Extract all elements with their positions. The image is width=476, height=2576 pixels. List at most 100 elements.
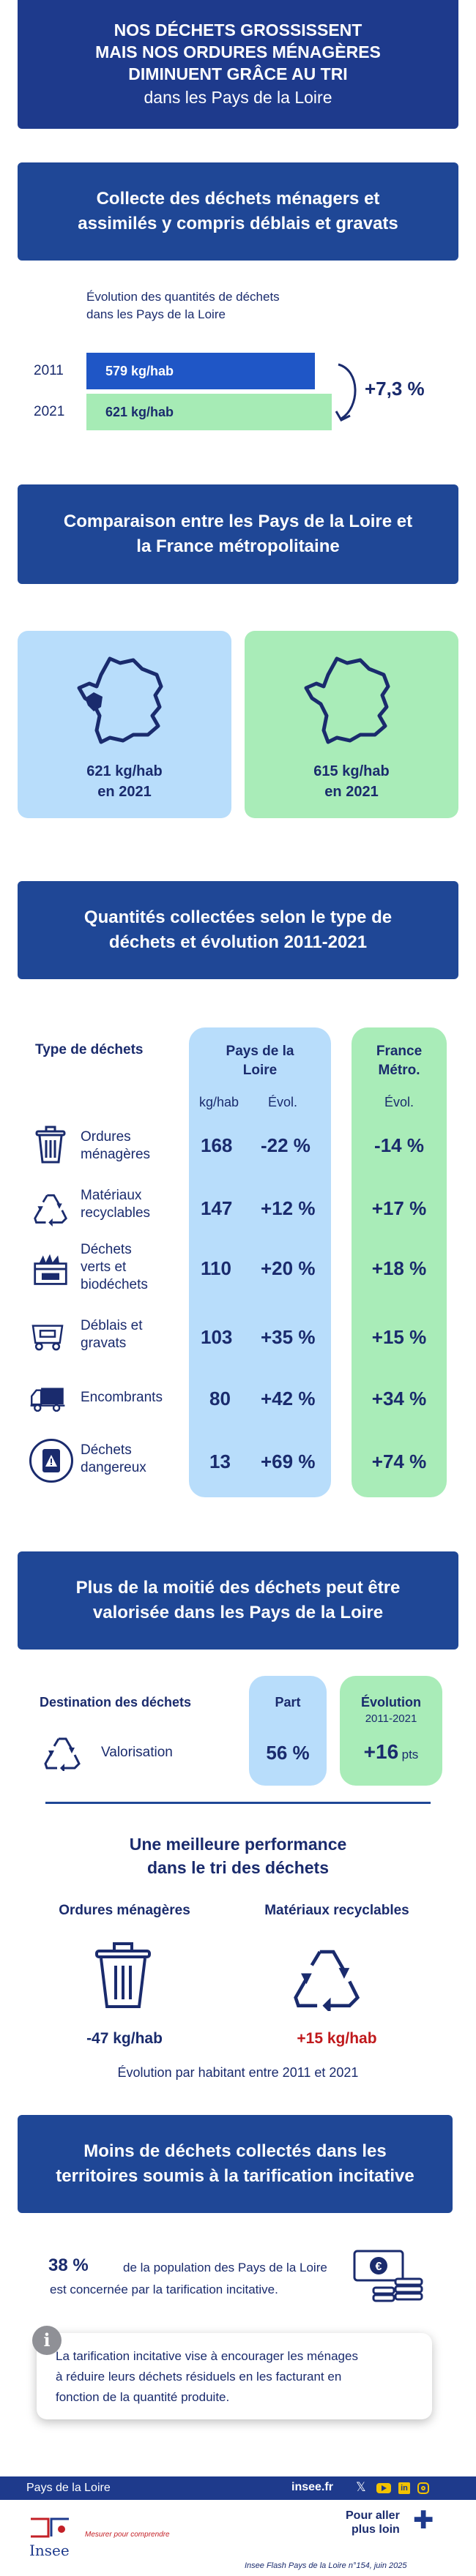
section-comparaison-title-1: Comparaison entre les Pays de la Loire e…: [63, 512, 413, 531]
row-valorisation-evol-unit: pts: [401, 1748, 419, 1761]
row-1-kg: 168: [201, 1134, 233, 1156]
tarif-stat-text: de la population des Pays de la Loire es…: [50, 2257, 327, 2301]
more-link[interactable]: Pour aller plus loin: [346, 2509, 400, 2536]
info-icon: i: [32, 2326, 62, 2355]
social-x-icon[interactable]: 𝕏: [356, 2480, 366, 2495]
tri-left-title: Ordures ménagères: [59, 1903, 190, 1918]
row-3-fr: +18 %: [371, 1257, 427, 1279]
col-evol: Évolution: [361, 1695, 421, 1710]
tarif-stat-pct: 38 %: [48, 2255, 89, 2275]
plus-icon[interactable]: ✚: [413, 2506, 434, 2535]
row-2-fr: +17 %: [371, 1197, 427, 1219]
part-box: [249, 1676, 327, 1786]
col-dest: Destination des déchets: [40, 1695, 192, 1710]
row-4-evol: +35 %: [261, 1326, 316, 1348]
recycle-icon: [44, 1737, 81, 1771]
tarif-stat-text-1: de la population des Pays de la Loire: [123, 2261, 327, 2274]
tarif-stat-text-2: est concernée par la tarification incita…: [50, 2283, 278, 2296]
trash-bin-icon: [32, 1126, 69, 1164]
header-line-1: NOS DÉCHETS GROSSISSENT: [114, 20, 362, 40]
row-3-label-1: Déchets: [81, 1242, 132, 1257]
bar-chart: 2011 579 kg/hab 2021 621 kg/hab: [0, 344, 476, 446]
footer-bar: Pays de la Loire insee.fr 𝕏 in: [0, 2476, 476, 2500]
row-6-label-2: dangereux: [81, 1460, 146, 1475]
column-pays-de-la-loire: [189, 1027, 331, 1497]
france-map-icon: [77, 656, 163, 744]
insee-tagline: Mesurer pour comprendre: [85, 2531, 170, 2539]
bill-coins-icon: €: [353, 2250, 423, 2302]
col-header-fr-1: France: [376, 1044, 423, 1059]
row-3-evol: +20 %: [261, 1257, 316, 1279]
tri-right-title: Matériaux recyclables: [264, 1903, 409, 1918]
section-collecte-banner: Collecte des déchets ménagers et assimil…: [18, 162, 458, 261]
row-5-fr: +34 %: [371, 1388, 427, 1409]
section-types-banner: Quantités collectées selon le type de dé…: [18, 881, 458, 979]
row-2-evol: +12 %: [261, 1197, 316, 1219]
hazard-barrel-icon: [29, 1439, 73, 1483]
row-4-label-1: Déblais et: [81, 1318, 143, 1333]
section-tri-title-1: Une meilleure performance: [129, 1835, 347, 1854]
row-6-kg: 13: [209, 1450, 231, 1472]
bar-2011: 579 kg/hab: [86, 353, 315, 389]
row-4-label-2: gravats: [81, 1336, 127, 1351]
type-row-5: Encombrants 80 +42 % +34 %: [0, 1376, 476, 1427]
bar-value-label: 621 kg/hab: [105, 404, 174, 419]
arrow-curve-icon: [335, 363, 357, 422]
header-line-2: MAIS NOS ORDURES MÉNAGÈRES: [95, 42, 381, 61]
row-4-fr: +15 %: [371, 1326, 427, 1348]
sub-header-kghab: kg/hab: [199, 1095, 239, 1109]
row-5-label-1: Encombrants: [81, 1390, 163, 1405]
header-line-3: DIMINUENT GRÂCE AU TRI: [128, 64, 348, 83]
col-header-fr: France Métro.: [352, 1042, 447, 1080]
tri-left-value: -47 kg/hab: [86, 2030, 163, 2047]
col-header-pdl-1: Pays de la: [226, 1044, 294, 1059]
insee-logo-text: Insee: [29, 2542, 70, 2559]
section-valorisation-title-2: valorisée dans les Pays de la Loire: [92, 1603, 384, 1622]
green-waste-icon: [32, 1251, 69, 1288]
more-link-1: Pour aller: [346, 2509, 400, 2522]
section-collecte-title-1: Collecte des déchets ménagers et: [96, 189, 380, 209]
footer-source: Insee Flash Pays de la Loire n°154, juin…: [245, 2561, 407, 2570]
instagram-icon[interactable]: [417, 2482, 429, 2494]
sub-header-evol-fr: Évol.: [384, 1095, 414, 1109]
row-1-evol: -22 %: [261, 1134, 310, 1156]
info-line-1: La tarification incitative vise à encour…: [56, 2349, 358, 2363]
svg-text:€: €: [376, 2261, 382, 2273]
type-row-2: Matériaux recyclables 147 +12 % +17 %: [0, 1183, 476, 1238]
card-left-year: en 2021: [97, 784, 152, 800]
row-2-label-2: recyclables: [81, 1205, 151, 1221]
france-map-icon: [304, 656, 390, 744]
row-5-evol: +42 %: [261, 1388, 316, 1409]
section-tri-title-2: dans le tri des déchets: [147, 1858, 329, 1877]
col-header-pdl: Pays de la Loire: [189, 1042, 331, 1080]
change-value: +7,3 %: [365, 378, 425, 400]
section-comparaison-banner: Comparaison entre les Pays de la Loire e…: [18, 484, 458, 584]
row-3-label-3: biodéchets: [81, 1277, 148, 1292]
row-valorisation-part: 56 %: [266, 1742, 310, 1764]
section-valorisation-banner: Plus de la moitié des déchets peut être …: [18, 1551, 458, 1650]
row-valorisation-label: Valorisation: [101, 1745, 173, 1760]
col-header-type: Type de déchets: [35, 1042, 144, 1057]
footer-site-link[interactable]: insee.fr: [291, 2481, 333, 2493]
section-comparaison-title-2: la France métropolitaine: [136, 536, 340, 556]
card-left-value: 621 kg/hab: [86, 763, 163, 779]
section-tarif-banner: Moins de déchets collectés dans les terr…: [18, 2115, 453, 2213]
truck-icon: [29, 1380, 66, 1417]
info-line-3: fonction de la quantité produite.: [56, 2390, 230, 2404]
row-1-label-1: Ordures: [81, 1129, 131, 1145]
header-banner: NOS DÉCHETS GROSSISSENT MAIS NOS ORDURES…: [18, 0, 458, 129]
chart-caption-line-2: dans les Pays de la Loire: [86, 307, 226, 321]
linkedin-icon[interactable]: in: [398, 2482, 410, 2494]
youtube-icon[interactable]: [376, 2483, 391, 2493]
card-france: 615 kg/hab en 2021: [245, 631, 458, 818]
row-3-label-2: verts et: [81, 1259, 127, 1275]
row-valorisation-evol: +16 pts: [340, 1740, 442, 1764]
section-types-title-1: Quantités collectées selon le type de: [83, 907, 393, 927]
col-header-fr-2: Métro.: [378, 1063, 420, 1078]
trash-bin-icon: [95, 1942, 151, 2008]
section-valorisation-title-1: Plus de la moitié des déchets peut être: [75, 1578, 401, 1598]
header-line-4: dans les Pays de la Loire: [144, 88, 332, 107]
rubble-container-icon: [29, 1317, 66, 1354]
section-types-title-2: déchets et évolution 2011-2021: [108, 932, 368, 952]
bar-value-label: 579 kg/hab: [105, 363, 174, 378]
